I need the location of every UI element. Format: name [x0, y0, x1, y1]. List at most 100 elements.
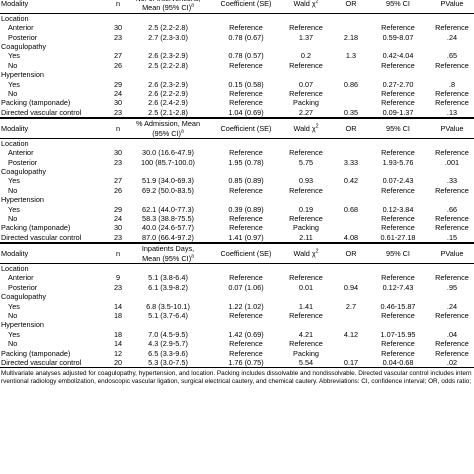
column-header-coefficient: Coefficient (SE)	[220, 123, 272, 133]
cell-n: 23	[113, 32, 123, 42]
measure-header-line2: Mean (95% CI)a	[127, 3, 209, 12]
cell-mean-ci: 58.3 (38.8-75.5)	[142, 214, 194, 224]
cell-coefficient: Reference	[229, 98, 263, 108]
footnote-line: rventional radiology embolization, endos…	[1, 378, 472, 386]
table-row: No 24 58.3 (38.8-75.5) Reference Reference Re…	[0, 214, 474, 223]
cell-modality: No	[8, 88, 18, 98]
cell-modality: Posterior	[8, 157, 38, 167]
table-row: Anterior 30 2.5 (2.2-2.8) Reference Referenc…	[0, 23, 474, 32]
cell-ci: 0.59-8.07	[382, 32, 414, 42]
column-header-modality: Modality	[1, 248, 29, 258]
cell-ci: Reference	[381, 339, 415, 349]
cell-mean-ci: 5.3 (3.0-7.5)	[148, 357, 188, 367]
measure-header-footnote-marker: a	[191, 2, 194, 9]
column-header-ci: 95% CI	[386, 123, 410, 133]
cell-or: 0.42	[343, 176, 359, 186]
cell-or: 0.86	[343, 79, 359, 89]
table-row: Packing (tamponade) 12 6.5 (3.3-9.6) Refere…	[0, 349, 474, 358]
cell-modality: Directed vascular control	[1, 357, 82, 367]
cell-n: 24	[113, 214, 123, 224]
table-row: Yes 27 51.9 (34.0-69.3) 0.85 (0.89) 0.93 0.42…	[0, 176, 474, 185]
column-header-modality: Modality	[1, 123, 29, 133]
table-row: Yes 27 2.6 (2.3-2.9) 0.78 (0.57) 0.2 1.3 0.42-…	[0, 51, 474, 60]
cell-ci: Reference	[381, 273, 415, 283]
wald-header-superscript: 2	[315, 0, 319, 5]
cell-n: 23	[113, 232, 123, 242]
cell-coefficient: 1.22 (1.02)	[228, 301, 264, 311]
column-header-modality: Modality	[1, 0, 29, 8]
measure-header-line1: % Admission, Mean	[135, 119, 201, 129]
cell-coefficient: Reference	[229, 60, 263, 70]
table-row: Posterior 23 2.7 (2.3-3.0) 0.78 (0.67) 1.37 2…	[0, 33, 474, 42]
cell-mean-ci: 2.6 (2.3-2.9)	[148, 51, 188, 61]
cell-n: 26	[113, 60, 123, 70]
cell-pvalue: Reference	[435, 348, 469, 358]
cell-pvalue: Reference	[435, 148, 469, 158]
cell-n: 30	[113, 98, 123, 108]
cell-ci: 0.42-4.04	[382, 51, 414, 61]
cell-wald: 2.27	[298, 107, 314, 117]
table-header-row: Modality n Inpatients Days, Mean (95% CI)a C…	[0, 244, 474, 263]
header-rule	[0, 137, 474, 139]
column-header-measure: Inpatients Days, Mean (95% CI)a	[127, 244, 209, 263]
cell-or: 0.17	[343, 357, 359, 367]
cell-ci: 0.12-3.84	[382, 204, 414, 214]
cell-pvalue: .02	[446, 357, 458, 367]
cell-coefficient: Reference	[229, 214, 263, 224]
cell-modality: Location	[1, 263, 29, 273]
table-bottom-rule	[0, 242, 474, 244]
cell-ci: Reference	[381, 23, 415, 33]
cell-coefficient: 0.07 (1.06)	[228, 282, 264, 292]
table-row: Directed vascular control 23 87.0 (66.4-97…	[0, 233, 474, 242]
cell-n: 26	[113, 185, 123, 195]
cell-wald: 2.11	[299, 232, 313, 242]
header-rule	[0, 262, 474, 264]
measure-header-footnote-marker: a	[181, 128, 184, 135]
table-row: Yes 29 2.6 (2.3-2.9) 0.15 (0.58) 0.07 0.86 0.2…	[0, 80, 474, 89]
cell-ci: Reference	[381, 310, 415, 320]
cell-n: 12	[113, 348, 123, 358]
cell-ci: 0.27-2.70	[382, 79, 414, 89]
table-row: No 24 2.6 (2.2-2.9) Reference Reference Refer…	[0, 89, 474, 98]
table-row: Anterior 30 30.0 (16.6-47.9) Reference Refer…	[0, 148, 474, 157]
table-group-row: Coagulopathy	[0, 42, 474, 51]
cell-wald: Reference	[289, 214, 323, 224]
cell-n: 14	[113, 339, 123, 349]
wald-header-text: Wald χ	[293, 123, 316, 133]
cell-coefficient: 1.76 (0.75)	[228, 357, 264, 367]
column-header-wald: Wald χ2	[278, 0, 334, 8]
column-header-coefficient: Coefficient (SE)	[220, 248, 272, 258]
cell-modality: Posterior	[8, 32, 38, 42]
column-header-n: n	[115, 248, 121, 258]
cell-modality: Packing (tamponade)	[1, 98, 71, 108]
table-group-row: Hypertension	[0, 195, 474, 204]
cell-wald: Reference	[289, 339, 323, 349]
cell-wald: 4.21	[298, 329, 314, 339]
measure-header-line2: (95% CI)a	[127, 129, 209, 138]
cell-coefficient: 0.78 (0.57)	[228, 51, 264, 61]
cell-coefficient: 0.39 (0.89)	[228, 204, 264, 214]
cell-ci: Reference	[381, 60, 415, 70]
cell-wald: 0.07	[298, 79, 314, 89]
wald-header-text: Wald χ	[293, 248, 316, 258]
cell-pvalue: Reference	[435, 23, 469, 33]
header-rule	[0, 12, 474, 14]
cell-coefficient: Reference	[229, 185, 263, 195]
cell-mean-ci: 2.5 (2.2-2.8)	[148, 60, 188, 70]
cell-mean-ci: 5.1 (3.8-6.4)	[148, 273, 188, 283]
table-footnote: Multivariate analyses adjusted for coagu…	[0, 370, 474, 386]
column-header-or: OR	[345, 123, 357, 133]
cell-modality: Coagulopathy	[1, 292, 47, 302]
cell-wald: Packing	[293, 223, 319, 233]
cell-ci: Reference	[381, 148, 415, 158]
table-row: Yes 14 6.8 (3.5-10.1) 1.22 (1.02) 1.41 2.7 0.4…	[0, 302, 474, 311]
cell-wald: 1.41	[298, 301, 314, 311]
cell-wald: Reference	[289, 60, 323, 70]
cell-or: 2.18	[343, 32, 359, 42]
cell-ci: 0.09-1.37	[382, 107, 414, 117]
table-header-row: Modality n No. of Interventions,Mean (95% …	[0, 0, 474, 13]
cell-or: 4.12	[343, 329, 359, 339]
column-header-ci: 95% CI	[386, 0, 410, 8]
cell-pvalue: .33	[446, 176, 458, 186]
cell-modality: Yes	[8, 301, 20, 311]
